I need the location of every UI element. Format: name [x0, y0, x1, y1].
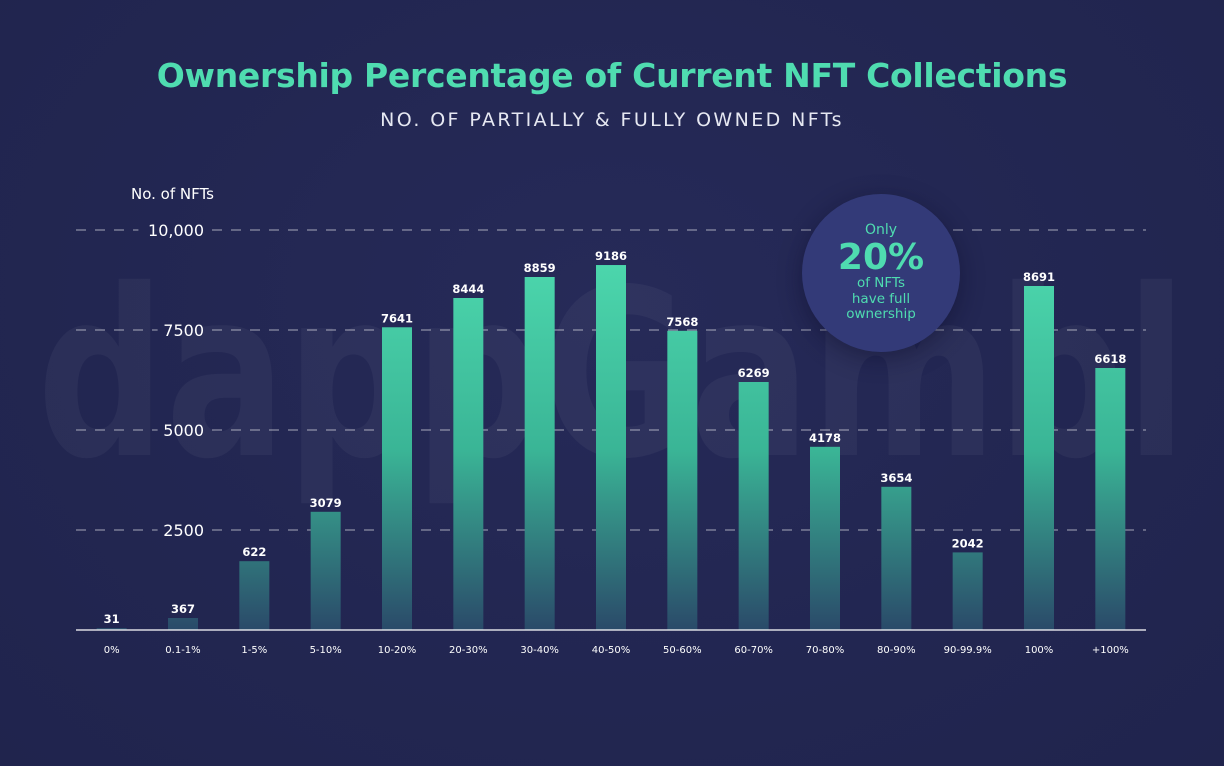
x-tick-label: 20-30% [449, 645, 488, 656]
y-tick-label: 2500 [163, 521, 204, 540]
callout-line: ownership [846, 306, 916, 322]
x-tick-label: 0.1-1% [165, 645, 200, 656]
data-label: 2042 [952, 536, 984, 550]
y-axis-title: No. of NFTs [131, 185, 214, 203]
y-tick-label: 10,000 [148, 221, 204, 240]
data-label: 3079 [310, 496, 342, 510]
bar [524, 277, 555, 630]
x-tick-label: 1-5% [241, 645, 267, 656]
bar [810, 446, 840, 630]
data-label: 3654 [880, 471, 912, 485]
x-tick-label: 5-10% [310, 645, 342, 656]
data-label: 6269 [738, 366, 770, 380]
data-label: 7568 [666, 315, 698, 329]
bar [382, 327, 412, 630]
data-label: 367 [171, 602, 195, 616]
x-tick-label: 80-90% [877, 645, 916, 656]
bar [310, 511, 341, 630]
bar [1095, 368, 1126, 630]
bar [453, 298, 484, 630]
bar [667, 330, 698, 630]
bar [1024, 286, 1054, 630]
x-tick-label: 90-99.9% [944, 645, 992, 656]
data-label: 6618 [1094, 352, 1126, 366]
bar [168, 618, 198, 630]
bar [239, 561, 270, 630]
x-tick-label: 40-50% [592, 645, 631, 656]
bar [738, 382, 769, 630]
x-tick-label: 60-70% [734, 645, 773, 656]
y-tick-label: 5000 [163, 421, 204, 440]
data-label: 622 [242, 545, 266, 559]
callout-top-text: Only [864, 222, 898, 238]
x-tick-label: 10-20% [378, 645, 417, 656]
x-tick-label: 50-60% [663, 645, 702, 656]
callout-line: of NFTs [857, 275, 905, 291]
chart-title: Ownership Percentage of Current NFT Coll… [156, 56, 1068, 95]
full-ownership-callout: Only 20% of NFTs have full ownership [802, 194, 960, 352]
x-tick-label: 0% [104, 645, 120, 656]
callout-description: of NFTs have full ownership [802, 275, 960, 323]
data-label: 8859 [524, 261, 556, 275]
x-tick-label: 30-40% [520, 645, 559, 656]
chart-subtitle: NO. OF PARTIALLY & FULLY OWNED NFTs [380, 109, 844, 131]
callout-line: have full [851, 290, 911, 307]
bar [952, 552, 983, 630]
bar [96, 628, 127, 630]
bar [596, 265, 626, 630]
callout-percentage: 20% [837, 237, 925, 278]
data-label: 8444 [452, 282, 484, 296]
data-label: 31 [104, 612, 120, 626]
x-tick-label: +100% [1092, 645, 1129, 656]
bar [881, 486, 912, 630]
data-label: 7641 [381, 311, 413, 325]
data-label: 4178 [809, 431, 841, 445]
data-label: 8691 [1023, 270, 1055, 284]
x-tick-label: 100% [1025, 645, 1054, 656]
x-tick-label: 70-80% [806, 645, 845, 656]
y-tick-label: 7500 [163, 321, 204, 340]
data-label: 9186 [595, 249, 627, 263]
